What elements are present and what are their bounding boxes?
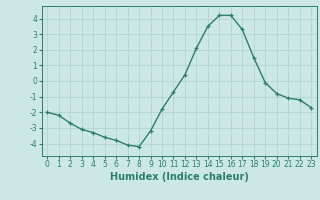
X-axis label: Humidex (Indice chaleur): Humidex (Indice chaleur) xyxy=(110,172,249,182)
